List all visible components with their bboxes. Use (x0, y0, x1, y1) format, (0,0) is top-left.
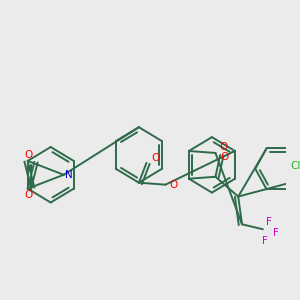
Text: Cl: Cl (290, 160, 300, 171)
Text: O: O (25, 190, 33, 200)
Text: F: F (262, 236, 268, 246)
Text: N: N (64, 170, 72, 180)
Text: O: O (151, 153, 159, 163)
Text: O: O (25, 150, 33, 160)
Text: F: F (273, 228, 279, 238)
Text: O: O (169, 180, 177, 190)
Text: O: O (220, 142, 228, 152)
Text: O: O (221, 152, 229, 162)
Text: F: F (266, 217, 272, 227)
